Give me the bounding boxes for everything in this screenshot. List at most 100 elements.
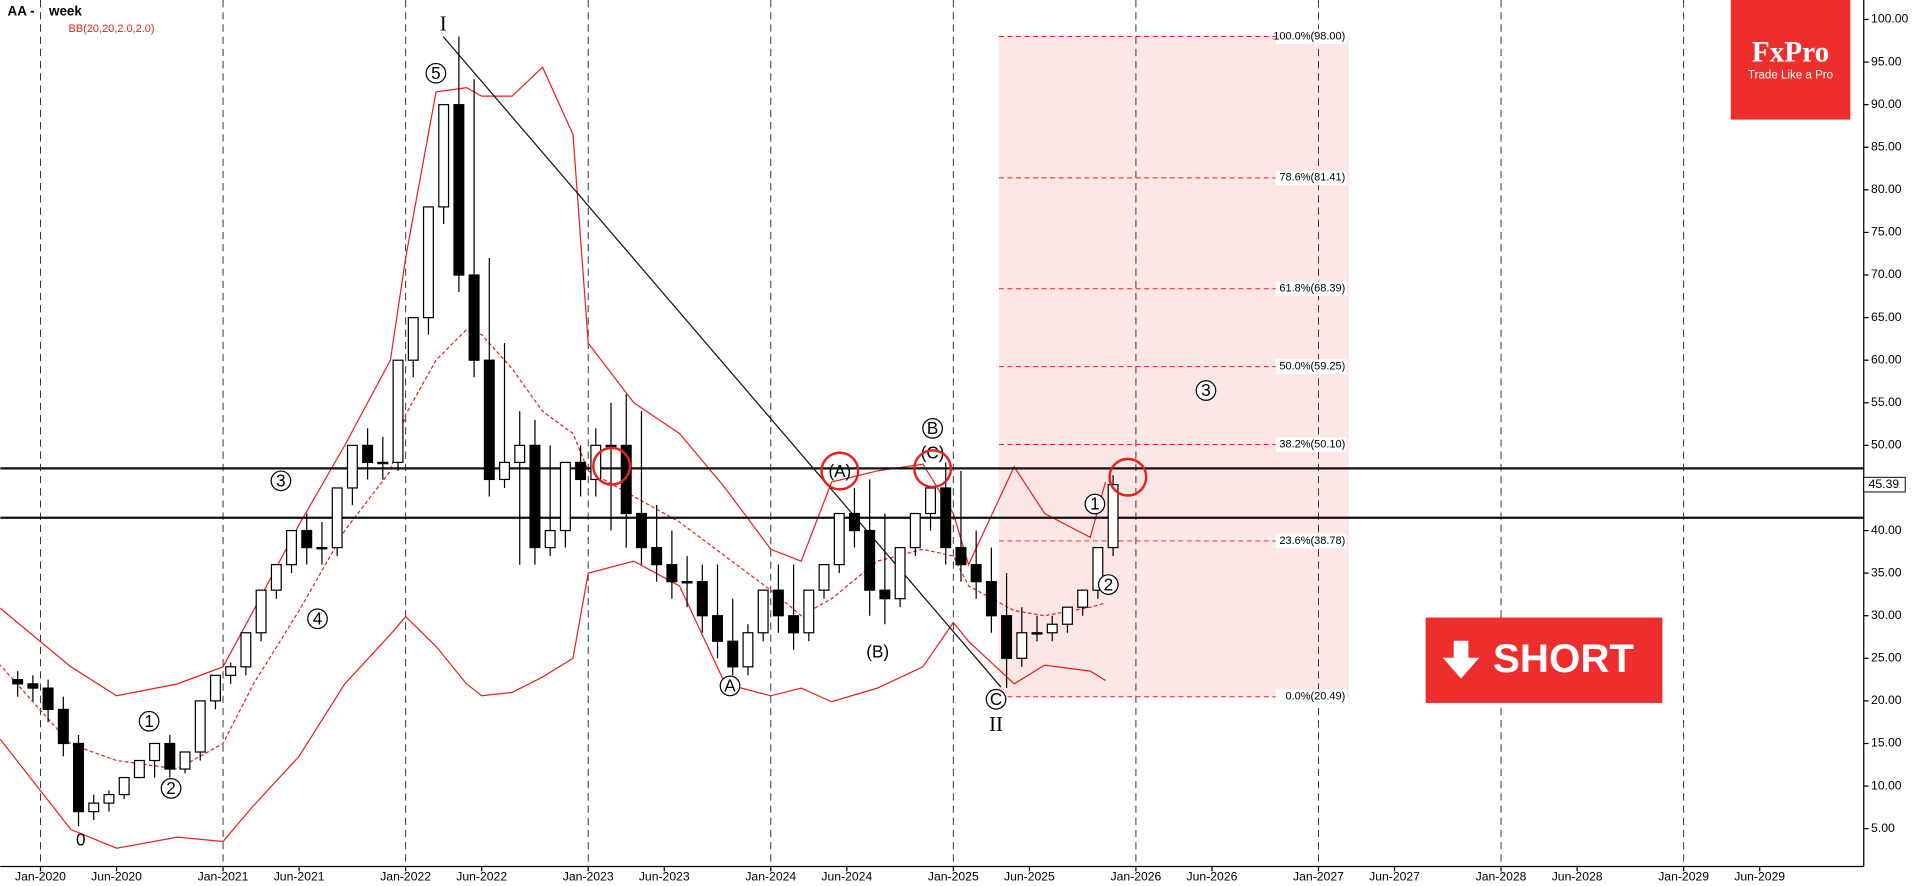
price-tag: 45.39: [1869, 477, 1900, 491]
y-tick-label: 75.00: [1871, 225, 1902, 239]
x-tick-label: Jun-2026: [1187, 870, 1238, 884]
candle-body: [12, 678, 24, 685]
fib-label-bg: [1275, 689, 1347, 705]
candle-body: [179, 751, 191, 770]
wave-circle: [307, 608, 328, 630]
candle-body: [696, 581, 708, 617]
x-tick-label: Jun-2024: [821, 870, 872, 884]
candle-body: [453, 104, 465, 276]
candle-body: [407, 317, 419, 361]
wave-circle: [985, 688, 1007, 710]
candle-body: [468, 274, 480, 361]
candle-body: [742, 632, 754, 668]
candle-body: [925, 487, 937, 515]
candle-body: [651, 546, 663, 566]
highlight-circle: [913, 449, 953, 489]
candle-body: [225, 666, 237, 676]
candle-body: [803, 589, 815, 634]
y-tick-label: 30.00: [1871, 608, 1902, 622]
wave-label: 1: [144, 712, 153, 731]
wave-label: B: [927, 419, 938, 438]
wave-label: 1: [1090, 495, 1100, 514]
x-tick-label: Jan-2026: [1110, 870, 1161, 884]
candle-body: [879, 589, 891, 600]
symbol: AA -: [8, 4, 35, 19]
wave-label: 3: [1201, 381, 1211, 400]
wave-circle: [922, 417, 943, 439]
candle-body: [1001, 615, 1013, 659]
candle-body: [255, 589, 267, 634]
wave-circle: [425, 62, 447, 84]
fib-label: 38.2%(50.10): [1279, 438, 1345, 450]
x-tick-label: Jun-2028: [1552, 870, 1603, 884]
down-arrow-icon: [1442, 640, 1480, 679]
candle-body: [27, 683, 39, 689]
fib-label: 50.0%(59.25): [1279, 360, 1345, 372]
y-tick-label: 65.00: [1871, 310, 1902, 324]
candle-body: [270, 564, 282, 591]
candle-body: [666, 564, 678, 583]
fib-label-bg: [1275, 29, 1347, 44]
candle-body: [848, 512, 860, 532]
candle-body: [635, 512, 647, 549]
candle-body: [362, 444, 374, 464]
candle-body: [940, 487, 952, 549]
x-tick-label: Jun-2021: [274, 870, 325, 884]
candle-body: [240, 632, 252, 668]
candle-body: [331, 487, 343, 549]
fib-label: 78.6%(81.41): [1279, 172, 1345, 184]
x-tick-label: Jan-2020: [15, 870, 66, 884]
y-tick-label: 50.00: [1871, 438, 1902, 452]
y-tick-label: 10.00: [1871, 778, 1902, 792]
y-tick-label: 15.00: [1871, 736, 1902, 750]
wave-label: 0: [76, 830, 86, 849]
candle-body: [1016, 632, 1028, 659]
x-tick-label: Jun-2022: [456, 870, 507, 884]
price-tag-bg: [1863, 476, 1906, 493]
candle-body: [499, 461, 511, 481]
logo-box: [1730, 0, 1851, 120]
bollinger-middle: [0, 328, 1106, 770]
x-tick-label: Jun-2020: [91, 870, 142, 884]
timeframe: week: [48, 4, 82, 19]
wave-circle: [1097, 574, 1119, 595]
candle-body: [149, 742, 161, 762]
candle-body: [514, 444, 526, 464]
highlight-circle: [592, 446, 632, 486]
fib-label: 100.0%(98.00): [1273, 30, 1345, 42]
candle-body: [788, 615, 800, 634]
x-tick-label: Jun-2027: [1369, 870, 1420, 884]
y-tick-label: 5.00: [1871, 821, 1895, 835]
axes: [0, 0, 1865, 868]
x-tick-label: Jan-2029: [1658, 870, 1709, 884]
wave-circle: [1084, 493, 1106, 515]
candle-body: [1107, 484, 1119, 549]
candle-body: [712, 615, 724, 642]
candle-body: [864, 529, 876, 591]
candle-body: [681, 581, 693, 584]
x-tick-label: Jan-2021: [198, 870, 249, 884]
candle-body: [133, 759, 145, 779]
candle-body: [346, 444, 358, 489]
x-tick-label: Jan-2028: [1476, 870, 1527, 884]
fib-label-bg: [1275, 533, 1347, 549]
candle-body: [1031, 632, 1043, 635]
candle-body: [392, 359, 404, 464]
candle-body: [286, 529, 298, 566]
candle-body: [1092, 546, 1104, 591]
indicator-label: BB(20,20,2.0,2.0): [69, 23, 155, 35]
candle-body: [575, 461, 587, 481]
trend-line: [442, 36, 1002, 688]
fib-label: 61.8%(68.39): [1279, 283, 1345, 295]
candle-body: [909, 512, 921, 549]
candle-body: [1046, 623, 1058, 634]
candle-body: [757, 589, 769, 634]
candle-body: [316, 546, 328, 550]
fib-label: 23.6%(38.78): [1279, 535, 1345, 547]
wave-label: I: [440, 13, 447, 35]
x-tick-label: Jan-2022: [380, 870, 431, 884]
wave-label: 2: [1104, 575, 1114, 594]
y-tick-label: 35.00: [1871, 565, 1902, 579]
